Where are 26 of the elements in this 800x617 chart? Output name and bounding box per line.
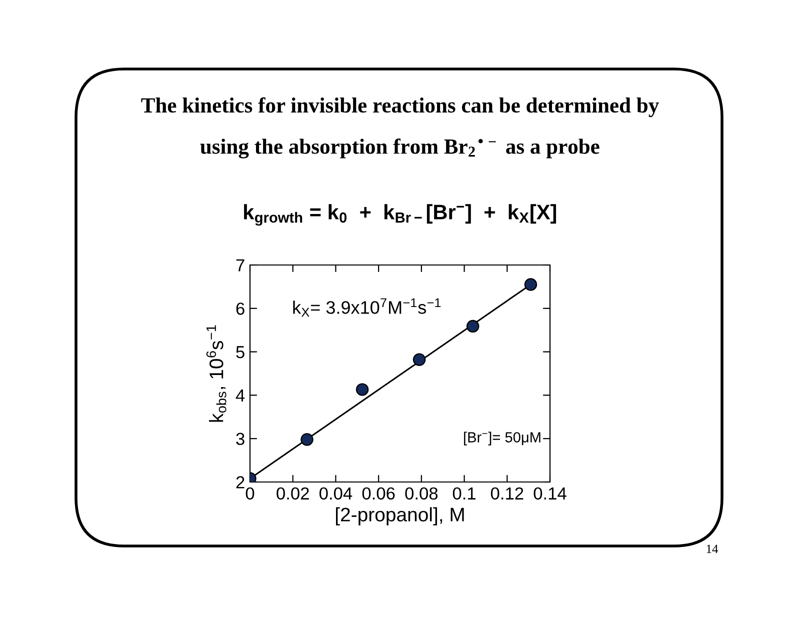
chart-title: The kinetics for invisible reactions can be determined by using the absorption from Br$_{2}$$^{•−}$ as a probe bbox=[141, 97, 659, 158]
x-tick-label: 0.1 bbox=[452, 487, 476, 500]
y-tick-label: 7 bbox=[236, 259, 244, 272]
x-tick-label: 0.14 bbox=[534, 487, 566, 500]
point bbox=[466, 320, 480, 333]
x-tick-label: 0.08 bbox=[405, 487, 438, 500]
y-tick-label: 6 bbox=[236, 302, 244, 315]
point bbox=[524, 278, 538, 291]
x-axis-title: [2-propanol], M bbox=[336, 507, 464, 526]
point bbox=[356, 383, 369, 396]
text: 14 bbox=[706, 544, 718, 554]
y-tick-label: 3 bbox=[236, 432, 244, 446]
x-tick-label: 0.04 bbox=[320, 487, 352, 500]
x-tick-label: 0.12 bbox=[490, 487, 524, 500]
x-tick-label: 0.06 bbox=[362, 487, 395, 500]
point bbox=[300, 433, 314, 446]
point bbox=[412, 353, 426, 366]
x-tick-label: 0.02 bbox=[276, 487, 309, 500]
annotation: [Br$^{−}$]= 50μM bbox=[464, 432, 540, 446]
y-tick-label: 2 bbox=[236, 476, 244, 488]
y-tick-label: 5 bbox=[236, 346, 244, 358]
y-tick-label: 4 bbox=[236, 390, 245, 402]
x-tick-label: 0 bbox=[246, 487, 254, 500]
text: k$_{growth}$ = k$_{0}$ + k$_{Br−}$[Br$^{−}$] + k$_{X}$[X] bbox=[244, 204, 556, 226]
annotation: k$_{X}$= 3.9x10$^{7}$M$^{−1}$s$^{−1}$ bbox=[293, 298, 441, 317]
y-axis-title: k$_{obs}$, 10$^{6}$s$^{−1}$ bbox=[206, 325, 226, 422]
